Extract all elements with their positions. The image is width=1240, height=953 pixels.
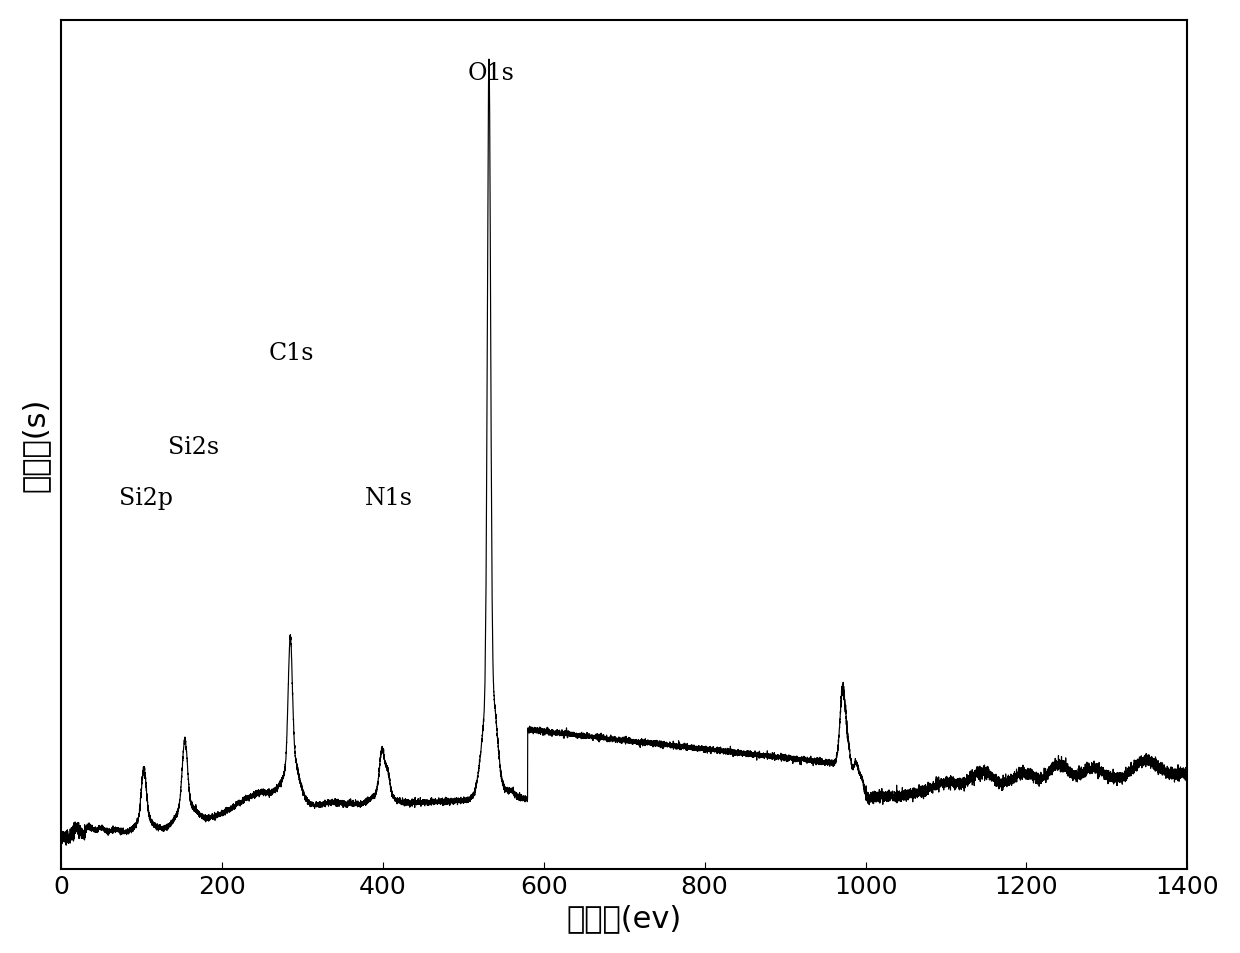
- Text: N1s: N1s: [365, 486, 413, 509]
- X-axis label: 结合能(ev): 结合能(ev): [567, 903, 682, 932]
- Text: O1s: O1s: [467, 62, 515, 85]
- Y-axis label: 计数率(s): 计数率(s): [21, 397, 50, 492]
- Text: Si2p: Si2p: [119, 486, 172, 509]
- Text: Si2s: Si2s: [167, 436, 219, 458]
- Text: C1s: C1s: [269, 342, 314, 365]
